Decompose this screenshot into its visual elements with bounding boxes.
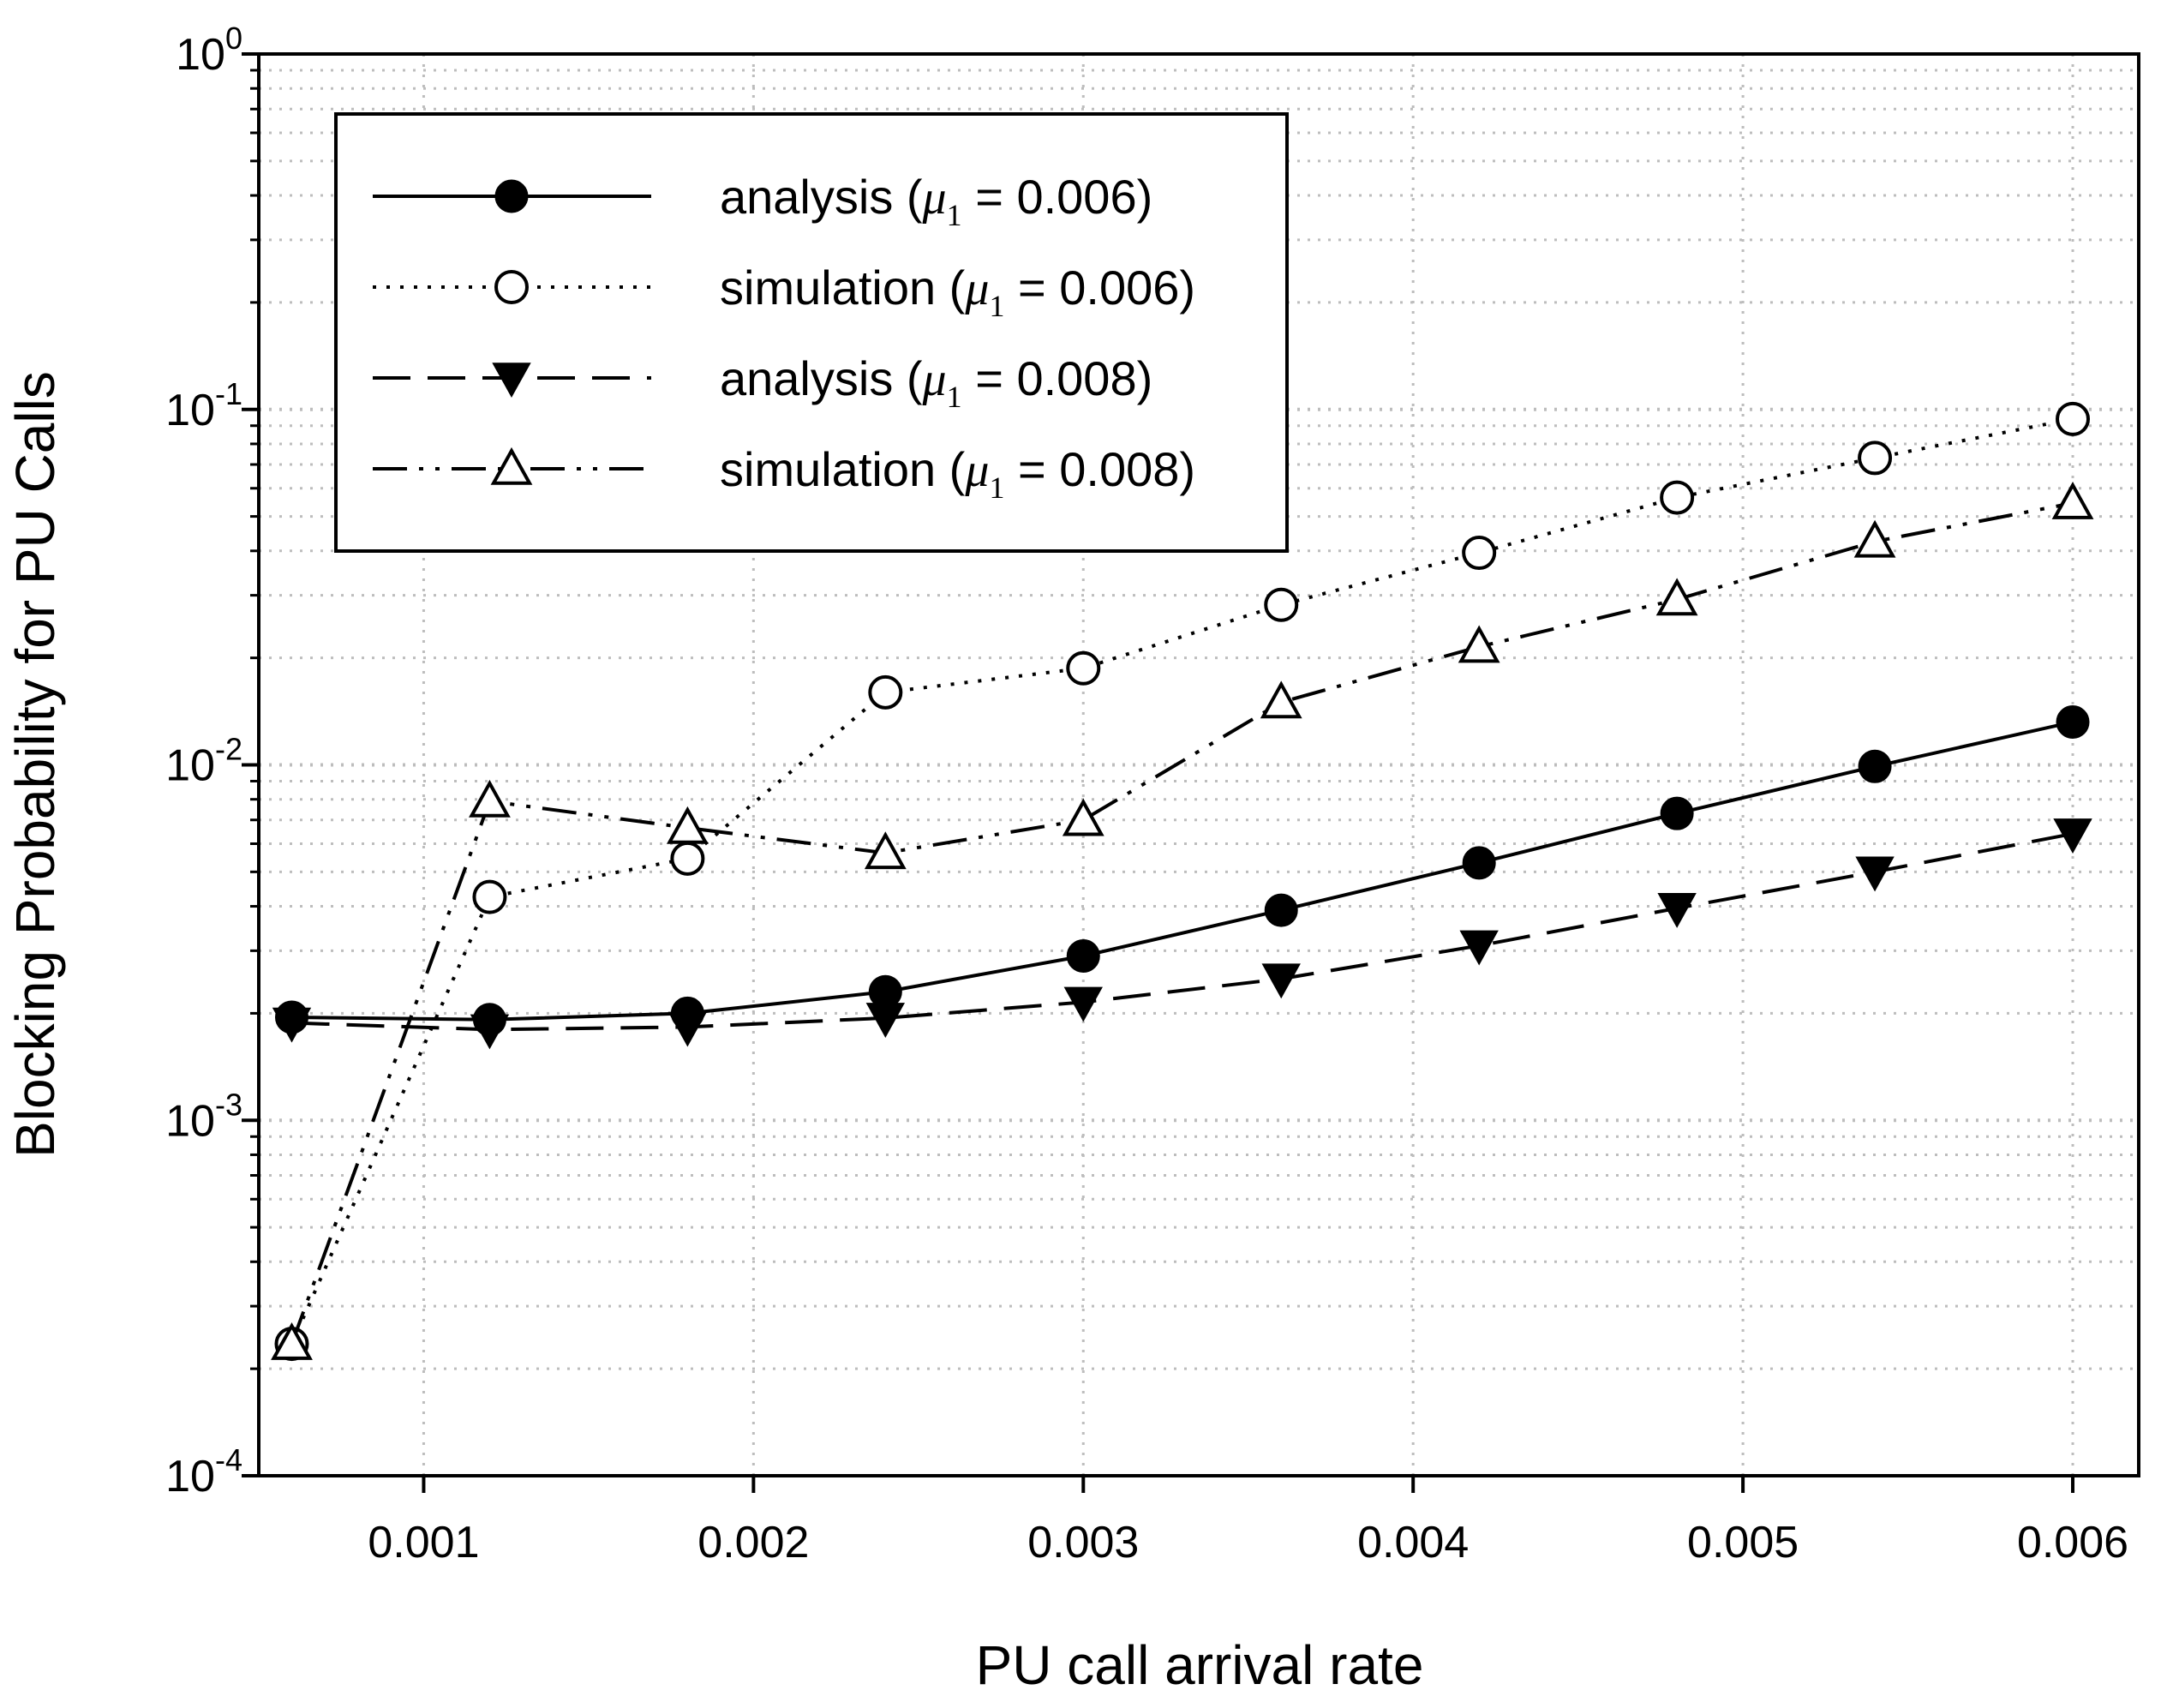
x-tick-label: 0.001 <box>368 1518 479 1567</box>
legend-marker <box>494 270 529 304</box>
x-tick-label: 0.002 <box>697 1518 809 1567</box>
y-tick-label: 10-4 <box>165 1442 242 1501</box>
legend-item: analysis (μ1 = 0.008) <box>373 351 1152 414</box>
data-point <box>1260 680 1302 719</box>
series-line <box>291 831 2074 1032</box>
y-tick-label: 100 <box>176 21 242 80</box>
data-point <box>1853 519 1896 558</box>
legend: analysis (μ1 = 0.006) simulation (μ1 = 0.… <box>334 112 1289 553</box>
data-point <box>271 1321 313 1360</box>
data-point <box>2056 704 2090 739</box>
data-point <box>1855 856 1895 892</box>
legend-marker <box>494 179 529 213</box>
series-4 <box>271 481 2094 1360</box>
x-tick-label: 0.003 <box>1027 1518 1139 1567</box>
data-point <box>1458 625 1500 663</box>
data-point <box>1462 536 1497 571</box>
data-point <box>670 841 705 876</box>
data-point <box>1264 893 1298 927</box>
y-axis-title: Blocking Probability for PU Calls <box>4 371 66 1158</box>
data-point <box>2051 481 2094 519</box>
data-point <box>472 879 507 914</box>
data-point <box>1655 578 1698 616</box>
data-point <box>666 806 709 844</box>
data-point <box>1858 440 1893 476</box>
legend-label: simulation (μ1 = 0.008) <box>720 442 1195 505</box>
x-tick-label: 0.004 <box>1357 1518 1469 1567</box>
data-point <box>469 779 511 818</box>
legend-item: analysis (μ1 = 0.006) <box>373 170 1152 232</box>
legend-label: analysis (μ1 = 0.008) <box>720 351 1152 414</box>
data-point <box>868 974 902 1009</box>
data-point <box>1462 846 1496 880</box>
series-line <box>291 720 2074 1022</box>
data-point <box>1657 893 1697 928</box>
legend-label: simulation (μ1 = 0.006) <box>720 261 1195 323</box>
data-point <box>2056 401 2091 436</box>
data-point <box>865 1003 906 1038</box>
series-line <box>290 501 2074 1345</box>
legend-label: analysis (μ1 = 0.006) <box>720 170 1152 232</box>
series-line <box>290 417 2074 1345</box>
series-3 <box>272 818 2092 1050</box>
x-tick-label: 0.005 <box>1687 1518 1799 1567</box>
data-point <box>1066 650 1101 686</box>
series-2 <box>274 401 2091 1362</box>
data-point <box>667 1011 708 1047</box>
y-tick-label: 10-3 <box>165 1087 242 1146</box>
x-tick-label: 0.006 <box>2017 1518 2128 1567</box>
data-point <box>470 1014 510 1050</box>
data-point <box>2053 818 2092 854</box>
legend-item: simulation (μ1 = 0.006) <box>373 261 1195 323</box>
data-point <box>868 674 903 710</box>
data-point <box>1660 480 1695 515</box>
data-point <box>1459 930 1499 966</box>
data-point <box>1264 587 1299 622</box>
axis-ticks: 0.001 0.002 0.003 0.004 0.005 0.006 10-4 10-3 10… <box>165 21 2128 1567</box>
series-layer <box>271 401 2094 1362</box>
data-point <box>272 1007 312 1043</box>
data-point <box>1062 798 1104 836</box>
data-point <box>1261 963 1301 999</box>
data-point <box>864 831 907 870</box>
x-axis-title: PU call arrival rate <box>976 1634 1424 1696</box>
legend-marker <box>492 363 531 399</box>
legend-marker <box>490 446 533 485</box>
data-point <box>1858 749 1892 783</box>
legend-item: simulation (μ1 = 0.008) <box>373 442 1195 505</box>
data-point <box>1660 796 1694 830</box>
y-tick-label: 10-1 <box>165 376 242 435</box>
y-tick-label: 10-2 <box>165 732 242 791</box>
data-point <box>1066 938 1100 973</box>
data-point <box>1063 986 1103 1022</box>
